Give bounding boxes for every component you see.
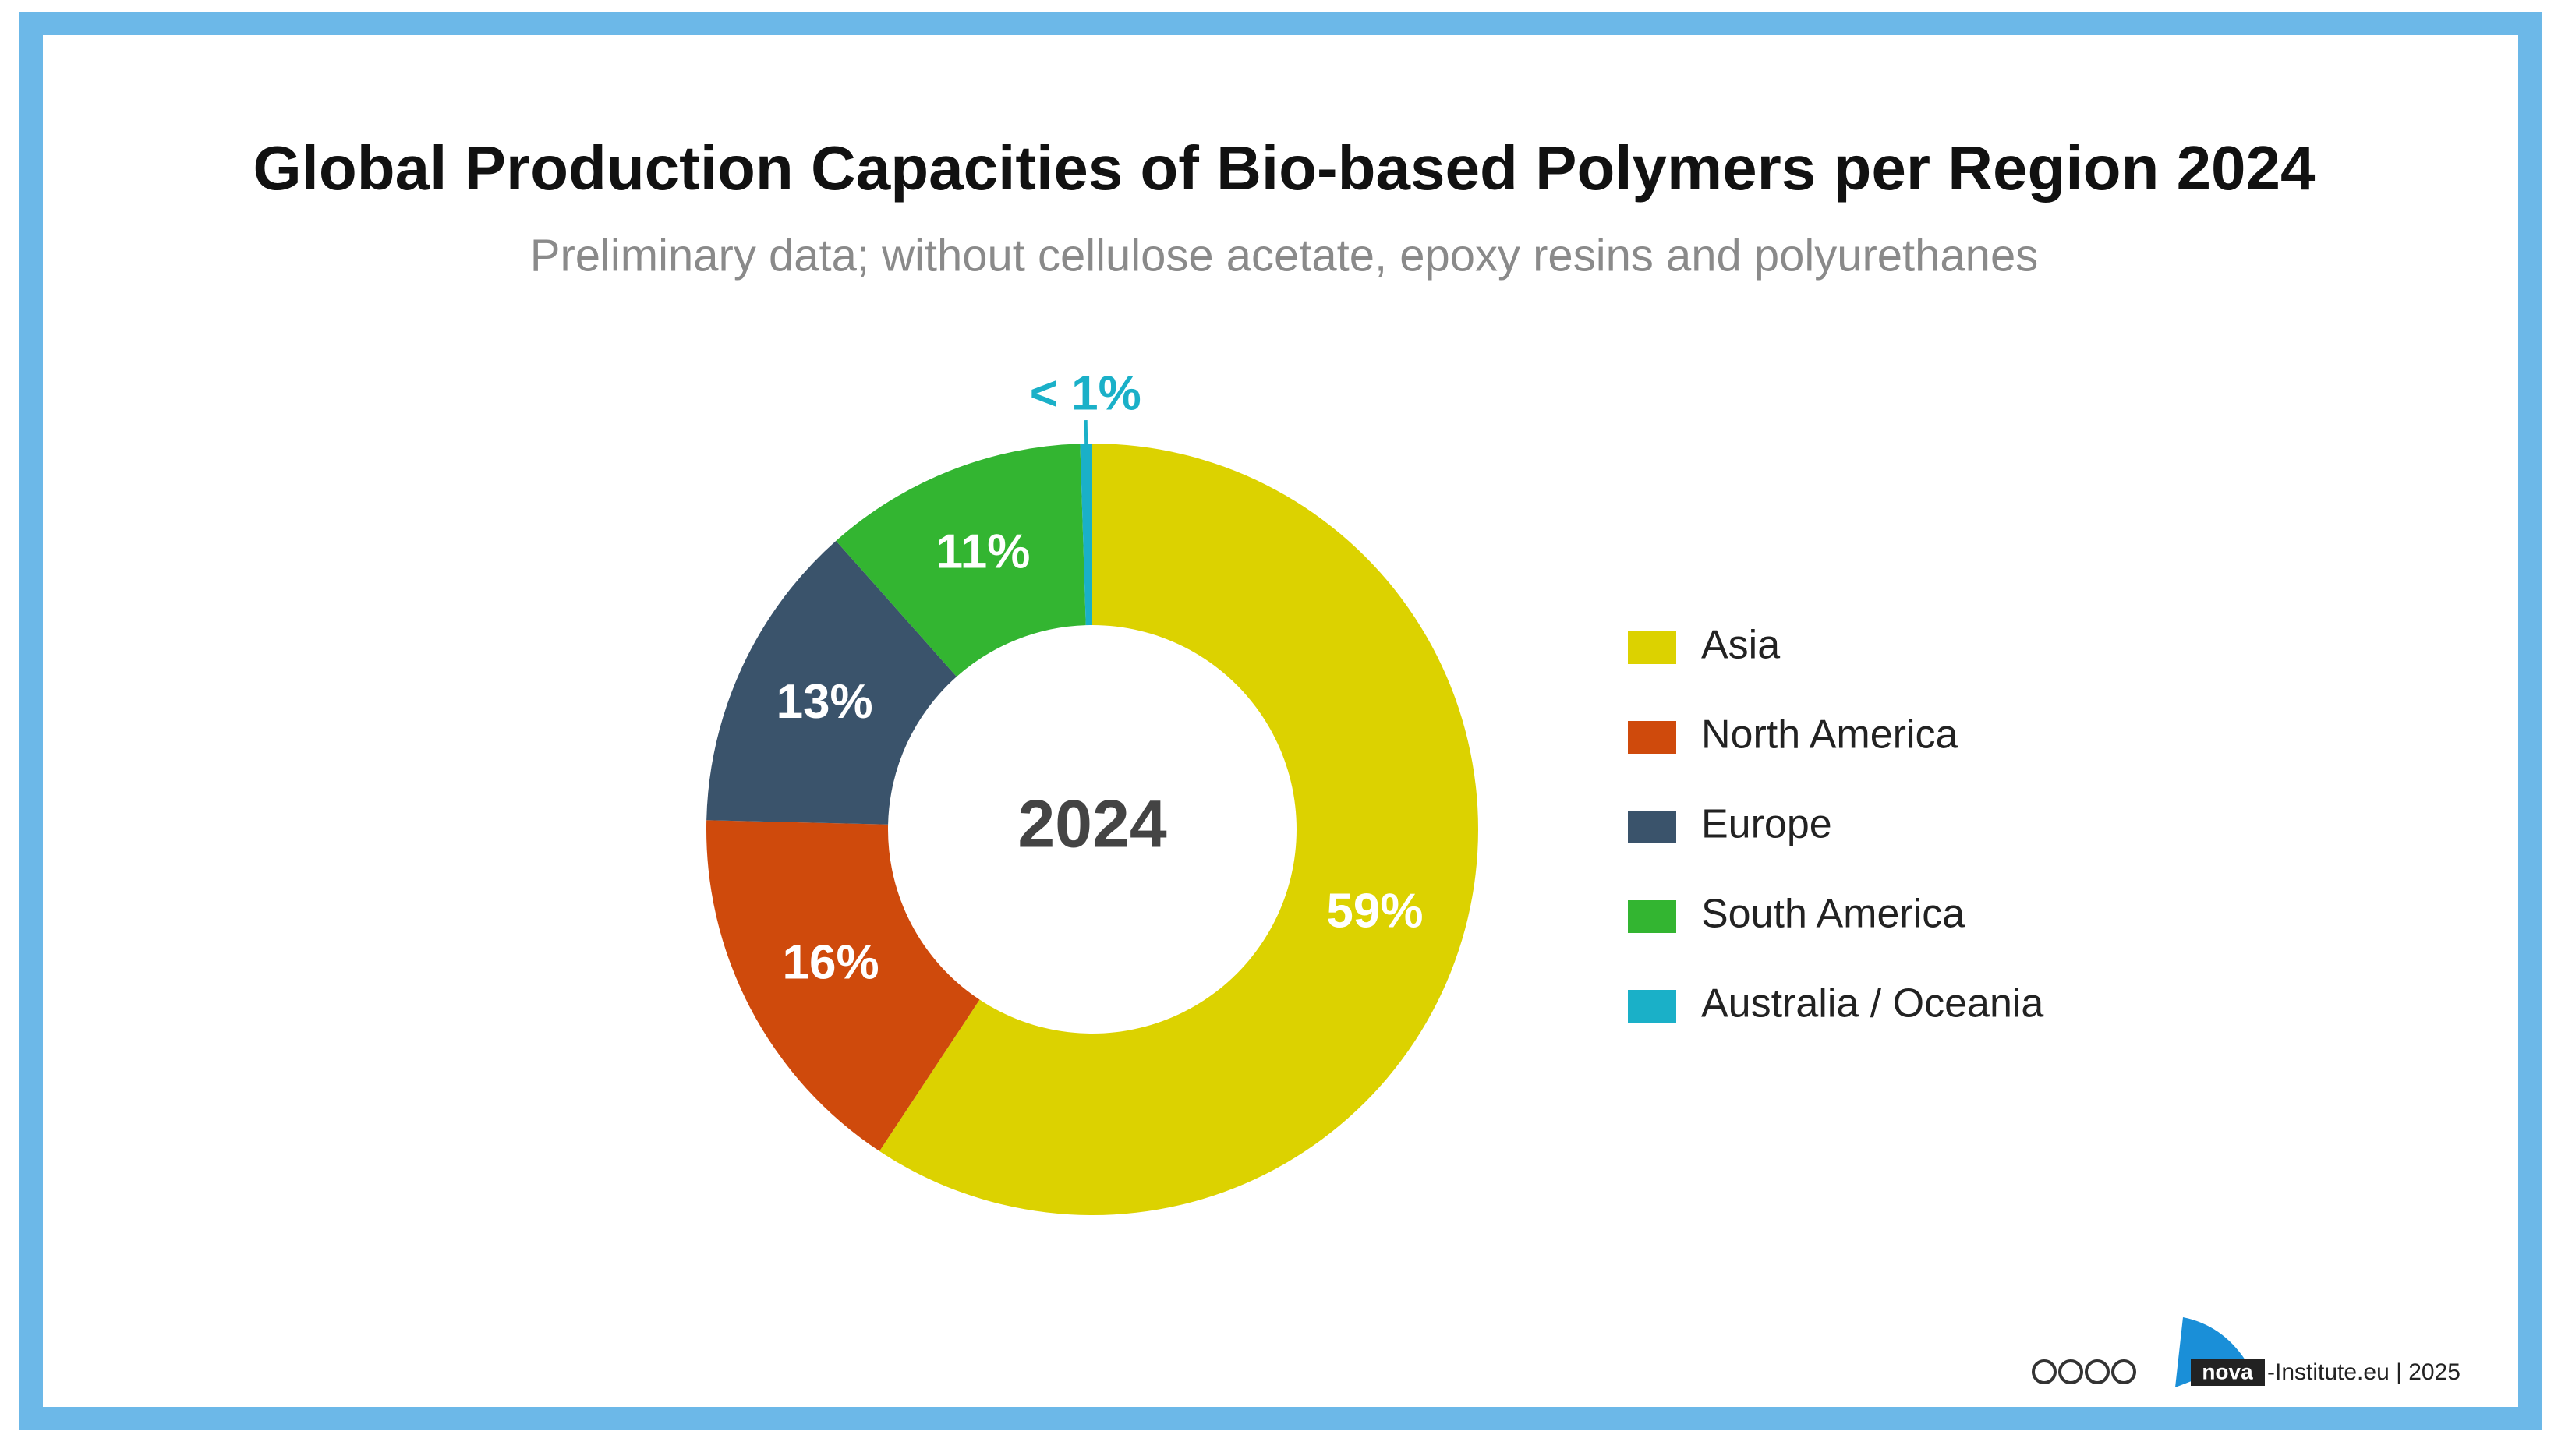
cc-icon [2032, 1359, 2057, 1384]
donut-slice [879, 444, 1479, 1216]
donut-slice [706, 540, 957, 825]
legend-label: Asia [1701, 623, 1780, 668]
legend-label: South America [1701, 892, 1965, 937]
legend-label: North America [1701, 712, 1958, 758]
legend-swatch [1628, 900, 1676, 933]
logo-box [2191, 1359, 2265, 1386]
footer: nova -Institute.eu | 2025 [2032, 1317, 2461, 1387]
legend-swatch [1628, 990, 1676, 1023]
footer-text: -Institute.eu | 2025 [2267, 1359, 2461, 1385]
legend-swatch [1628, 631, 1676, 664]
legend-swatch [1628, 721, 1676, 754]
donut-slice [836, 444, 1086, 677]
donut-slice [706, 820, 980, 1151]
cc-icon [2058, 1359, 2083, 1384]
cc-icon [2085, 1359, 2110, 1384]
chart-title: Global Production Capacities of Bio-base… [253, 133, 2316, 203]
legend-label: Europe [1701, 802, 1832, 847]
legend-label: Australia / Oceania [1701, 981, 2043, 1027]
logo-text: nova [2202, 1359, 2253, 1384]
chart-subtitle: Preliminary data; without cellulose acet… [530, 230, 2038, 281]
donut-slice [1080, 444, 1092, 626]
data-label: 59% [1326, 884, 1423, 938]
center-label: 2024 [1017, 787, 1166, 862]
data-label: < 1% [1030, 366, 1141, 420]
data-label: 13% [777, 675, 873, 729]
legend-swatch [1628, 811, 1676, 843]
data-label: 11% [936, 525, 1031, 579]
cc-icon [2111, 1359, 2136, 1384]
data-label: 16% [782, 936, 879, 990]
